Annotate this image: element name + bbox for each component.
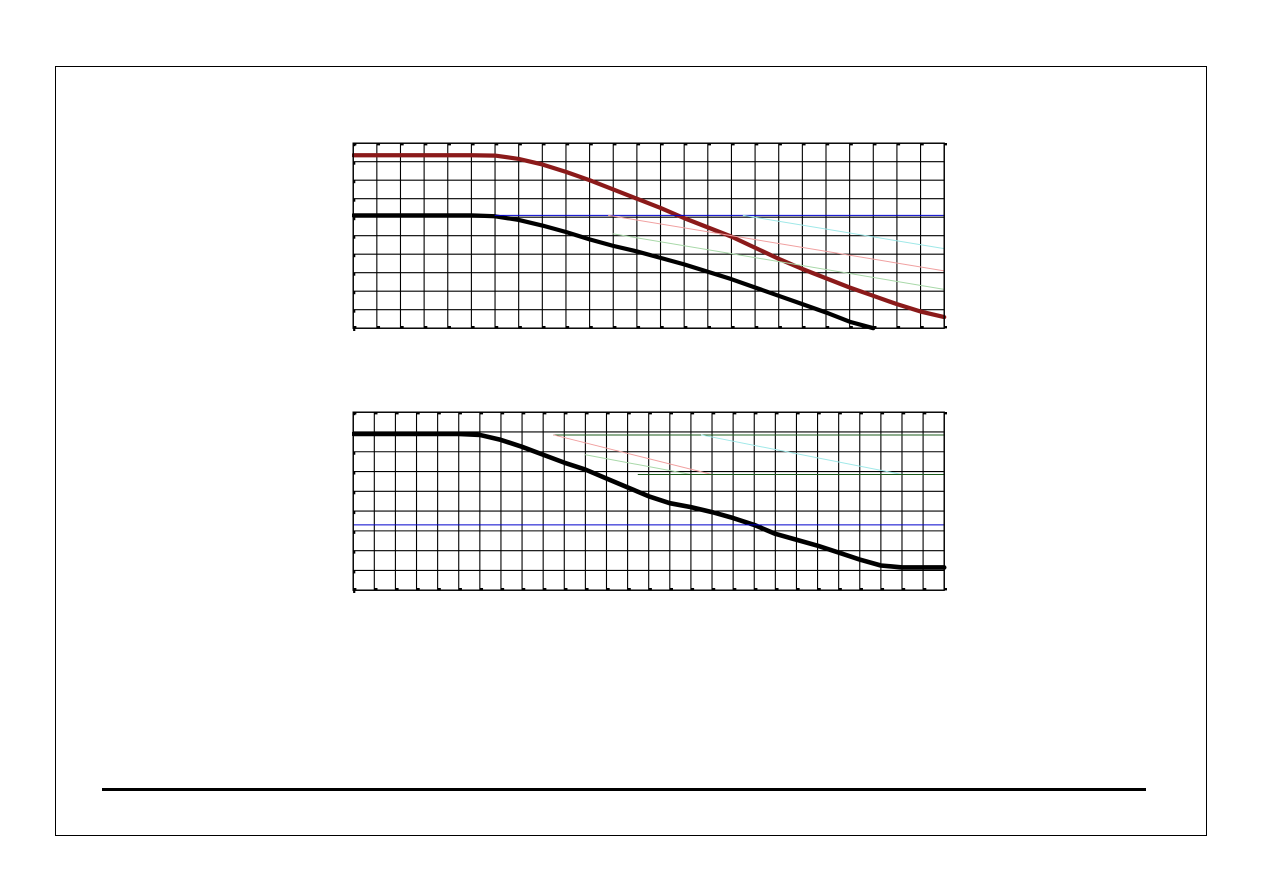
series-reference-pink [608, 214, 945, 272]
series-reference-cyan [742, 214, 945, 250]
chart-grid [352, 142, 945, 329]
chart-series-group [352, 431, 947, 570]
footer-horizontal-rule [102, 788, 1146, 791]
chart-top [352, 142, 947, 331]
series-reference-green [612, 233, 945, 290]
series-response-lower [352, 213, 876, 331]
chart-ticks [353, 412, 947, 593]
series-response-upper [352, 153, 947, 320]
series-response-main [352, 431, 947, 570]
series-reference-green [584, 454, 692, 475]
series-reference-pink [553, 434, 713, 475]
series-reference-cyan [700, 434, 903, 475]
chart-series-group [352, 153, 947, 331]
chart-plot-border [352, 411, 945, 591]
chart-plot-border [352, 142, 945, 329]
chart-bottom [352, 411, 947, 593]
chart-ticks [353, 143, 947, 331]
page-border-frame [55, 66, 1207, 836]
chart-grid [352, 411, 945, 591]
